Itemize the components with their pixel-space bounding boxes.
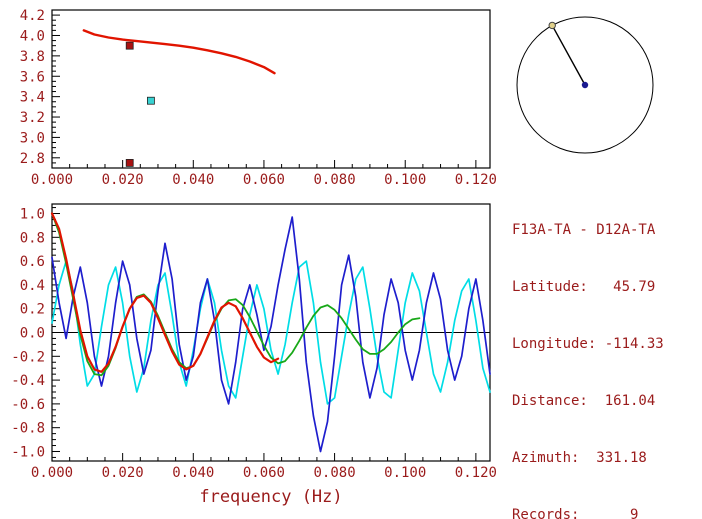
svg-text:0.020: 0.020: [102, 465, 144, 481]
center-station-dot: [581, 81, 589, 89]
svg-text:0.2: 0.2: [20, 302, 45, 318]
info-line-azimuth: Azimuth: 331.18: [512, 450, 647, 466]
svg-text:0.020: 0.020: [102, 172, 144, 188]
dispersion-chart: 0.000 0.020 0.040 0.060 0.080 0.100 0.120 2.8 3.…: [20, 8, 497, 188]
svg-text:-0.6: -0.6: [11, 397, 45, 413]
azimuth-circle: [516, 16, 654, 154]
svg-text:0.080: 0.080: [314, 172, 356, 188]
svg-text:4.0: 4.0: [20, 28, 45, 44]
remote-station-dot: [548, 21, 556, 30]
svg-text:0.060: 0.060: [243, 465, 285, 481]
series-trace-red: [50, 212, 280, 373]
info-line-records: Records: 9: [512, 507, 639, 519]
data-marker: [147, 96, 155, 105]
x-axis-label: frequency (Hz): [199, 487, 342, 507]
info-line-latitude: Latitude: 45.79: [512, 279, 656, 295]
svg-text:2.8: 2.8: [20, 151, 45, 167]
spectra-chart: 0.000 0.020 0.040 0.060 0.080 0.100 0.120 -1.0 -…: [11, 203, 497, 507]
svg-text:0.100: 0.100: [384, 465, 426, 481]
svg-text:0.8: 0.8: [20, 230, 45, 246]
svg-text:3.8: 3.8: [20, 49, 45, 65]
svg-text:0.0: 0.0: [20, 326, 45, 342]
svg-text:0.060: 0.060: [243, 172, 285, 188]
svg-text:3.2: 3.2: [20, 110, 45, 126]
svg-text:-0.8: -0.8: [11, 421, 45, 437]
svg-text:0.080: 0.080: [314, 465, 356, 481]
svg-text:0.4: 0.4: [20, 278, 45, 294]
data-marker: [125, 159, 134, 167]
svg-text:0.120: 0.120: [455, 465, 497, 481]
svg-text:4.2: 4.2: [20, 8, 45, 24]
plot-frame: [51, 9, 491, 169]
svg-text:0.040: 0.040: [172, 465, 214, 481]
svg-text:3.4: 3.4: [20, 90, 45, 106]
data-marker: [125, 41, 134, 50]
info-line-longitude: Longitude: -114.33: [512, 336, 664, 352]
svg-text:-0.2: -0.2: [11, 349, 45, 365]
station-info: F13A-TA - D12A-TA Latitude: 45.79 Longit…: [512, 183, 664, 519]
info-line-distance: Distance: 161.04: [512, 393, 656, 409]
svg-text:0.120: 0.120: [455, 172, 497, 188]
series-trace-blue: [51, 216, 491, 453]
svg-text:0.000: 0.000: [31, 172, 73, 188]
svg-text:0.000: 0.000: [31, 465, 73, 481]
azimuth-plot: [516, 16, 654, 154]
azimuth-line: [551, 25, 586, 86]
svg-text:0.6: 0.6: [20, 254, 45, 270]
svg-text:0.040: 0.040: [172, 172, 214, 188]
series-group-velocity-curve: [82, 29, 276, 75]
svg-text:1.0: 1.0: [20, 207, 45, 223]
svg-text:-0.4: -0.4: [11, 373, 45, 389]
station-pair-label: F13A-TA - D12A-TA: [512, 222, 656, 238]
svg-text:0.100: 0.100: [384, 172, 426, 188]
svg-text:-1.0: -1.0: [11, 444, 45, 460]
svg-text:3.0: 3.0: [20, 130, 45, 146]
svg-text:3.6: 3.6: [20, 69, 45, 85]
